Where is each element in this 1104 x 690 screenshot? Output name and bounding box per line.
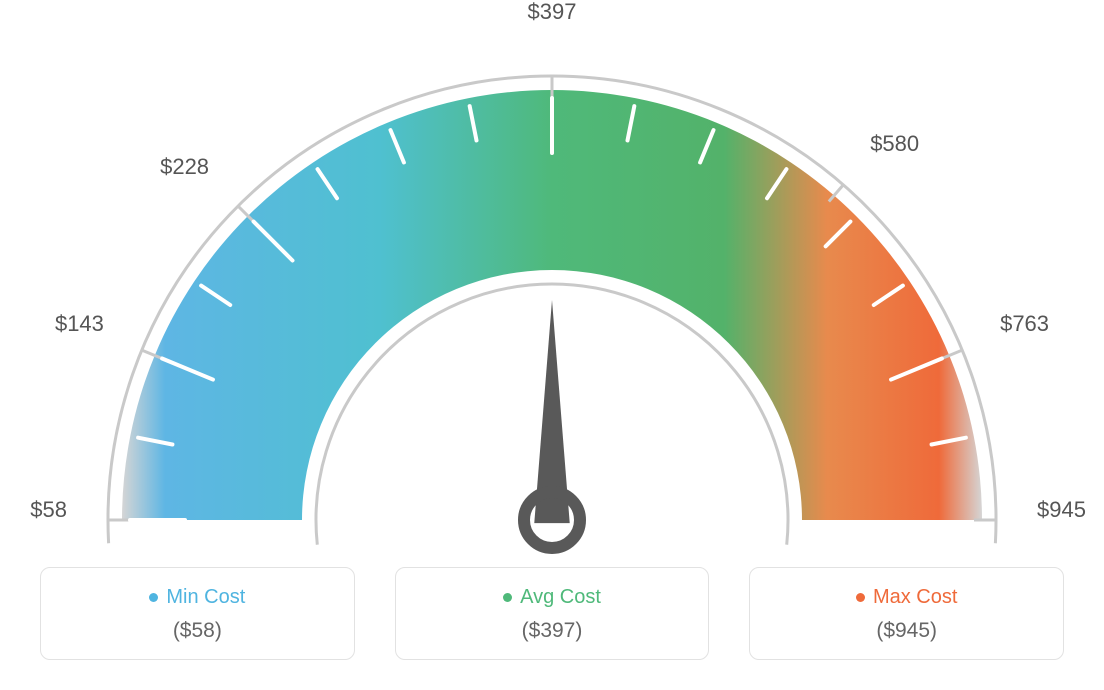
gauge-tick-label: $143 [55,311,104,337]
gauge-chart [0,0,1104,560]
legend-value-avg: ($397) [406,619,699,643]
legend-dot-min [149,593,158,602]
gauge-tick-label: $397 [528,0,577,25]
gauge-tick-label: $58 [30,497,67,523]
legend-title-min: Min Cost [149,586,245,609]
gauge-tick-label: $580 [870,131,919,157]
legend-label-max: Max Cost [873,586,957,609]
legend-title-max: Max Cost [856,586,957,609]
legend-dot-max [856,593,865,602]
legend-value-min: ($58) [51,619,344,643]
legend-value-max: ($945) [760,619,1053,643]
gauge-tick-label: $763 [1000,311,1049,337]
gauge-tick-label: $228 [160,154,209,180]
legend-card-max: Max Cost ($945) [749,567,1064,660]
legend-label-min: Min Cost [166,586,245,609]
legend-dot-avg [503,593,512,602]
legend-card-min: Min Cost ($58) [40,567,355,660]
cost-gauge-container: $58 $143 $228 $397 $580 $763 $945 Min Cost ($5… [0,0,1104,690]
gauge-svg [42,30,1062,570]
legend-title-avg: Avg Cost [503,586,601,609]
legend-row: Min Cost ($58) Avg Cost ($397) Max Cost … [0,567,1104,660]
legend-card-avg: Avg Cost ($397) [395,567,710,660]
gauge-tick-label: $945 [1037,497,1086,523]
legend-label-avg: Avg Cost [520,586,601,609]
